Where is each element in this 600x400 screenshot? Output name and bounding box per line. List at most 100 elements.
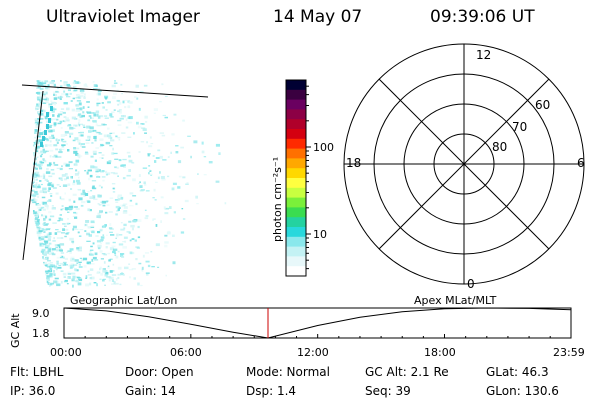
emission-speckle bbox=[77, 171, 80, 175]
emission-speckle bbox=[123, 210, 128, 212]
emission-speckle bbox=[31, 190, 33, 192]
emission-speckle bbox=[117, 198, 120, 201]
emission-speckle bbox=[71, 272, 76, 275]
emission-speckle bbox=[108, 227, 113, 230]
emission-speckle bbox=[43, 229, 48, 231]
emission-speckle bbox=[70, 176, 72, 179]
emission-speckle bbox=[45, 144, 48, 147]
emission-speckle bbox=[73, 211, 76, 214]
emission-speckle bbox=[127, 105, 131, 109]
emission-speckle bbox=[85, 139, 89, 141]
emission-speckle bbox=[71, 108, 75, 112]
auroral-emission-speckles bbox=[30, 80, 227, 288]
status-glon: GLon: 130.6 bbox=[486, 384, 559, 398]
emission-speckle bbox=[134, 239, 137, 242]
emission-speckle bbox=[96, 93, 99, 96]
alt-ytick-9: 9.0 bbox=[32, 307, 50, 320]
emission-speckle bbox=[73, 89, 78, 92]
emission-speckle bbox=[45, 171, 51, 174]
emission-speckle bbox=[88, 234, 92, 237]
emission-speckle bbox=[37, 164, 41, 167]
emission-speckle bbox=[85, 85, 89, 87]
emission-speckle bbox=[115, 235, 119, 238]
emission-speckle bbox=[61, 232, 66, 234]
emission-speckle bbox=[38, 236, 41, 240]
emission-speckle bbox=[33, 210, 35, 212]
emission-speckle bbox=[49, 284, 51, 287]
alt-plot-ticks bbox=[63, 334, 572, 338]
emission-speckle bbox=[69, 132, 74, 135]
emission-speckle bbox=[97, 231, 101, 234]
emission-speckle bbox=[117, 266, 122, 270]
emission-speckle bbox=[98, 217, 101, 219]
emission-speckle bbox=[74, 206, 78, 208]
emission-speckle bbox=[101, 102, 104, 104]
emission-speckle bbox=[114, 158, 119, 160]
emission-speckle bbox=[144, 252, 149, 254]
emission-speckle bbox=[60, 208, 63, 211]
emission-speckle bbox=[128, 214, 132, 216]
emission-speckle bbox=[32, 173, 37, 175]
emission-speckle bbox=[147, 153, 151, 155]
emission-speckle bbox=[52, 222, 57, 224]
emission-speckle bbox=[75, 169, 78, 172]
emission-speckle bbox=[54, 244, 58, 247]
emission-speckle bbox=[131, 161, 135, 164]
emission-speckle bbox=[181, 208, 184, 210]
emission-speckle bbox=[117, 119, 122, 122]
emission-speckle bbox=[87, 226, 92, 229]
emission-speckle bbox=[73, 80, 76, 82]
emission-speckle bbox=[47, 238, 51, 242]
emission-speckle bbox=[44, 205, 49, 208]
emission-speckle bbox=[106, 275, 111, 278]
emission-speckle bbox=[157, 149, 161, 152]
emission-speckle bbox=[35, 168, 38, 170]
emission-speckle bbox=[119, 117, 124, 120]
emission-speckle bbox=[133, 277, 136, 280]
emission-speckle bbox=[145, 121, 148, 123]
emission-speckle bbox=[102, 124, 107, 126]
status-glat: GLat: 46.3 bbox=[486, 365, 549, 379]
colorbar-cell bbox=[286, 80, 306, 91]
emission-speckle bbox=[144, 132, 147, 134]
emission-speckle bbox=[75, 279, 79, 283]
emission-speckle bbox=[123, 236, 128, 239]
emission-speckle bbox=[173, 211, 176, 214]
emission-speckle bbox=[72, 139, 76, 142]
emission-speckle bbox=[44, 203, 48, 206]
emission-speckle bbox=[90, 155, 94, 158]
emission-speckle bbox=[140, 284, 143, 287]
emission-speckle bbox=[38, 139, 43, 142]
emission-speckle bbox=[122, 158, 127, 161]
emission-speckle bbox=[36, 135, 41, 138]
emission-speckle bbox=[47, 247, 52, 250]
emission-speckle bbox=[56, 256, 60, 259]
alt-plot-frame bbox=[63, 307, 572, 339]
emission-speckle bbox=[180, 146, 184, 149]
emission-speckle bbox=[96, 104, 99, 107]
emission-speckle bbox=[59, 85, 63, 88]
emission-speckle bbox=[144, 183, 147, 186]
emission-speckle bbox=[105, 242, 110, 245]
emission-speckle bbox=[42, 237, 45, 240]
emission-speckle bbox=[49, 81, 55, 84]
emission-speckle bbox=[124, 99, 128, 101]
emission-speckle bbox=[95, 123, 98, 127]
emission-speckle bbox=[61, 138, 65, 140]
emission-speckle bbox=[79, 107, 83, 111]
emission-speckle bbox=[51, 83, 54, 86]
emission-speckle bbox=[159, 155, 163, 159]
emission-speckle bbox=[44, 253, 47, 257]
emission-speckle bbox=[164, 241, 169, 244]
emission-speckle bbox=[59, 243, 65, 246]
emission-speckle bbox=[157, 266, 160, 268]
emission-speckle bbox=[103, 134, 108, 138]
emission-speckle bbox=[46, 206, 49, 210]
emission-speckle bbox=[95, 147, 99, 149]
emission-speckle bbox=[43, 231, 46, 233]
emission-speckle bbox=[78, 119, 81, 122]
emission-speckle bbox=[82, 257, 88, 261]
emission-speckle bbox=[78, 82, 81, 84]
emission-speckle bbox=[155, 224, 158, 227]
